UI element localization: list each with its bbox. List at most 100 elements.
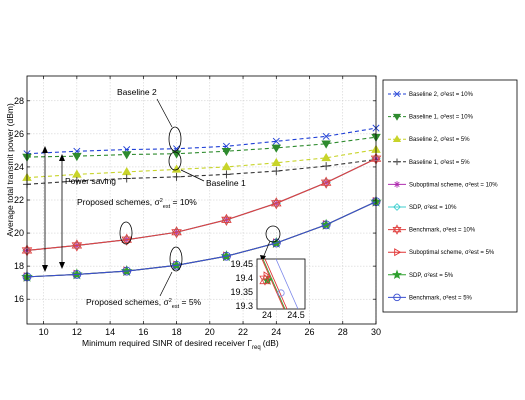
power-saving-arrowhead-right-bottom	[59, 262, 65, 269]
y-tick-label: 28	[14, 96, 24, 106]
marker-tri-down	[321, 140, 331, 149]
series-1	[22, 133, 381, 162]
annotation-proposed-10: Proposed schemes, σ2est = 10%	[77, 197, 197, 210]
marker-plus	[272, 167, 281, 176]
x-axis-label-sub: req	[252, 345, 261, 351]
inset-marker-triangle	[263, 271, 271, 281]
x-axis-label: Minimum required SINR of desired receive…	[82, 338, 279, 351]
annotation-baseline-2-pointer	[156, 98, 173, 128]
legend-label: Benchmark, σ²est = 10%	[409, 228, 476, 234]
y-tick-label: 18	[14, 261, 24, 271]
legend-item: Benchmark, σ²est = 5%	[388, 293, 473, 302]
legend-label: Baseline 2, σ²est = 5%	[409, 137, 470, 143]
legend-label: Baseline 2, σ²est = 10%	[409, 92, 474, 98]
marker-asterisk	[393, 181, 401, 188]
marker-tri-up	[221, 162, 232, 171]
power-saving-arrowhead-right-top	[59, 154, 65, 161]
series-line	[26, 201, 377, 278]
marker-plus	[393, 158, 401, 166]
series-line	[26, 136, 377, 158]
inset-line-benchmark-5	[275, 258, 299, 310]
marker-plus	[172, 172, 181, 181]
x-tick-label: 12	[72, 327, 82, 337]
marker-circle	[122, 266, 132, 276]
legend-label: Baseline 1, σ²est = 5%	[409, 160, 470, 166]
marker-plus	[72, 176, 81, 185]
inset-marker-circle	[277, 289, 285, 297]
zoom-inset: 19.45 19.4 19.35 19.3 24 24.5	[230, 258, 306, 320]
inset-marker-hexagram	[259, 274, 271, 286]
legend-label: Suboptimal scheme, σ²est = 5%	[409, 250, 495, 256]
marker-circle	[321, 220, 331, 230]
series-line	[26, 158, 377, 185]
marker-hexagram	[171, 226, 182, 239]
annotation-proposed-5-ellipse	[169, 246, 183, 272]
marker-hexagram	[320, 176, 332, 189]
marker-tri-down	[271, 144, 282, 153]
marker-circle	[221, 251, 231, 261]
inset-xtick-24: 24	[262, 310, 272, 320]
inset-ytick-19.45: 19.45	[230, 259, 253, 269]
marker-x	[272, 137, 280, 145]
legend-item: SDP, σ²est = 10%	[388, 203, 457, 211]
marker-circle	[172, 260, 182, 270]
y-tick-label: 22	[14, 195, 24, 205]
annotation-proposed-10-ellipse	[119, 221, 133, 245]
inset-line-sdp-5	[262, 258, 286, 310]
legend-frame	[382, 79, 518, 313]
annotation-baseline-2-ellipse	[168, 126, 182, 152]
annotation-baseline-1-pointer	[180, 169, 205, 182]
marker-hexagram	[221, 213, 232, 226]
annotations: Baseline 2 Baseline 1 Power saving Propo…	[42, 87, 281, 310]
marker-circle	[72, 269, 82, 279]
y-tick-label: 20	[14, 228, 24, 238]
legend-label: Benchmark, σ²est = 5%	[409, 295, 473, 301]
annotation-baseline-1: Baseline 1	[206, 178, 246, 188]
legend-item: Baseline 2, σ²est = 10%	[388, 91, 474, 98]
marker-tri-right	[394, 248, 402, 257]
legend-item: Suboptimal scheme, σ²est = 5%	[388, 248, 495, 257]
axis-ticks: 10 12 14 16 18 20 22 24 26 28 30 16 18 20 22 24 26 28	[14, 76, 381, 337]
marker-plus	[222, 170, 231, 179]
marker-tri-up	[271, 157, 282, 167]
legend-item: SDP, σ²est = 5%	[388, 269, 454, 280]
annotation-baseline-2: Baseline 2	[117, 87, 157, 97]
series-layer	[21, 124, 382, 282]
inset-ytick-19.3: 19.3	[235, 301, 253, 311]
annotation-zoom-ellipse	[265, 225, 281, 243]
x-tick-label: 20	[205, 327, 215, 337]
marker-plus	[122, 174, 131, 183]
annotation-proposed-5-pointer	[159, 271, 173, 297]
series-line	[26, 158, 377, 251]
x-tick-label: 16	[138, 327, 148, 337]
legend-item: Benchmark, σ²est = 10%	[388, 224, 476, 235]
inset-line-suboptimal-5	[264, 258, 288, 310]
annotation-power-saving: Power saving	[65, 176, 116, 186]
legend-item: Baseline 1, σ²est = 5%	[388, 158, 470, 166]
legend: Baseline 2, σ²est = 10% Baseline 1, σ²est…	[382, 79, 518, 313]
legend-label: Suboptimal scheme, σ²est = 10%	[409, 182, 498, 188]
series-line	[26, 127, 377, 155]
marker-hexagram	[71, 239, 83, 252]
legend-label: SDP, σ²est = 5%	[409, 273, 454, 279]
inset-ytick-19.35: 19.35	[230, 287, 253, 297]
legend-item: Baseline 2, σ²est = 5%	[388, 135, 470, 143]
y-tick-label: 16	[14, 294, 24, 304]
annotation-zoom-pointer	[262, 240, 271, 259]
power-saving-arrowhead-left-top	[42, 146, 48, 153]
annotation-proposed-5: Proposed schemes, σ2est = 5%	[86, 297, 202, 310]
inset-line-benchmark-10	[261, 258, 285, 310]
marker-hexagram	[271, 197, 282, 210]
legend-item: Baseline 1, σ²est = 10%	[388, 113, 474, 121]
x-tick-label: 18	[172, 327, 182, 337]
marker-diamond	[393, 203, 401, 211]
legend-label: Baseline 1, σ²est = 10%	[409, 115, 474, 121]
marker-circle	[271, 238, 281, 248]
marker-circle	[393, 293, 401, 302]
x-tick-label: 10	[39, 327, 49, 337]
x-tick-label: 22	[238, 327, 248, 337]
x-tick-label: 14	[105, 327, 115, 337]
y-tick-label: 26	[14, 129, 24, 139]
marker-tri-down	[121, 151, 132, 160]
